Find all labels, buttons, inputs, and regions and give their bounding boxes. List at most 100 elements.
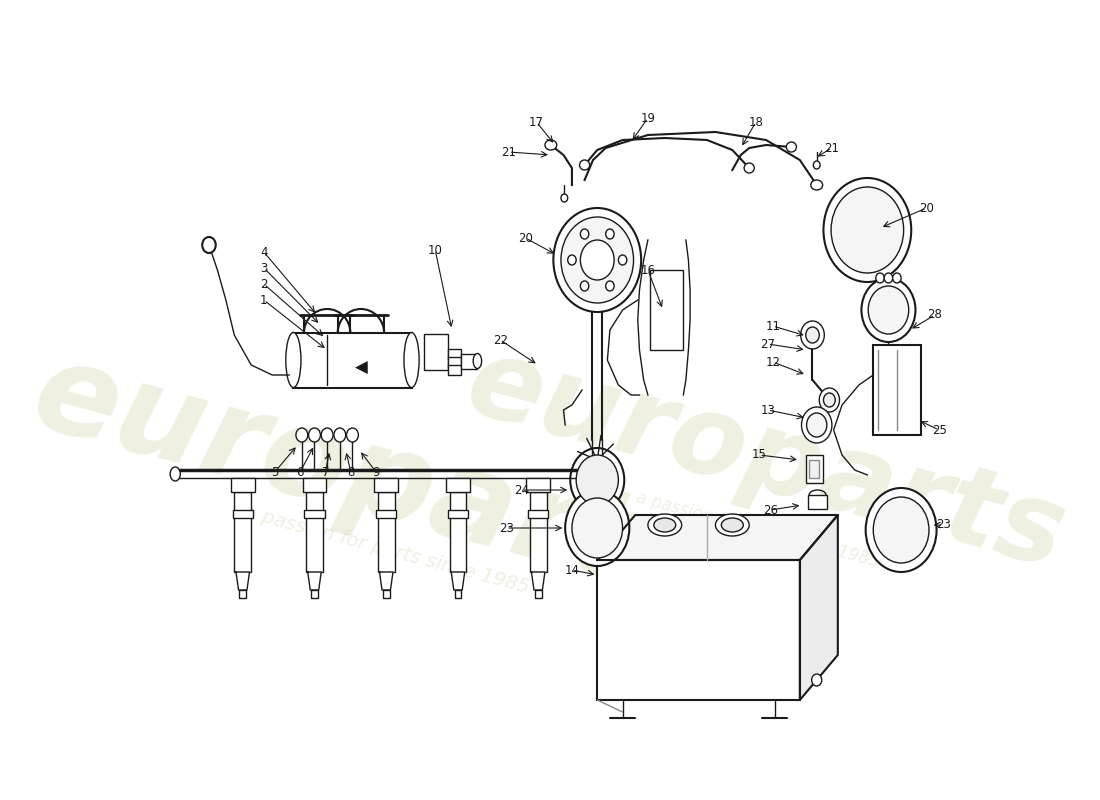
Text: 27: 27 [760, 338, 775, 350]
Ellipse shape [544, 140, 557, 150]
Circle shape [884, 273, 893, 283]
Ellipse shape [170, 467, 180, 481]
Text: 13: 13 [760, 403, 775, 417]
Circle shape [553, 208, 641, 312]
Polygon shape [597, 515, 838, 560]
Bar [461, 354, 477, 369]
Circle shape [568, 255, 576, 265]
Text: 17: 17 [529, 115, 544, 129]
Circle shape [321, 428, 333, 442]
Text: 22: 22 [493, 334, 508, 346]
Text: 7: 7 [321, 466, 329, 478]
Bar [448, 357, 461, 367]
Text: 25: 25 [932, 423, 946, 437]
Bar [448, 365, 461, 375]
Circle shape [832, 187, 904, 273]
Circle shape [812, 674, 822, 686]
Text: 4: 4 [260, 246, 267, 258]
Bar [448, 510, 469, 518]
Circle shape [581, 281, 589, 291]
Bar [240, 590, 246, 598]
Bar [597, 560, 800, 700]
Bar [376, 510, 396, 518]
Bar [454, 590, 461, 598]
Bar [805, 455, 823, 483]
Text: 16: 16 [640, 263, 656, 277]
Bar [535, 590, 541, 598]
Text: 20: 20 [518, 231, 532, 245]
Circle shape [893, 273, 901, 283]
Circle shape [570, 448, 625, 512]
Polygon shape [308, 572, 321, 590]
Polygon shape [236, 572, 250, 590]
Circle shape [606, 229, 614, 239]
Circle shape [805, 327, 820, 343]
Circle shape [806, 413, 827, 437]
Text: 11: 11 [766, 319, 780, 333]
Text: 24: 24 [514, 483, 529, 497]
Text: a passion for parts since 1985: a passion for parts since 1985 [242, 502, 531, 598]
Text: a passion for parts since 1985: a passion for parts since 1985 [634, 489, 881, 571]
Text: 18: 18 [748, 115, 763, 129]
Circle shape [202, 237, 216, 253]
Ellipse shape [580, 160, 590, 170]
Ellipse shape [404, 333, 419, 387]
Text: 10: 10 [428, 243, 442, 257]
Bar [650, 270, 683, 350]
Bar [528, 510, 548, 518]
Ellipse shape [653, 518, 675, 532]
Bar [374, 478, 398, 492]
Ellipse shape [722, 518, 744, 532]
Bar [448, 349, 461, 359]
Circle shape [866, 488, 936, 572]
Bar [808, 495, 827, 509]
Ellipse shape [786, 142, 796, 152]
Bar [302, 478, 327, 492]
Circle shape [820, 388, 839, 412]
Circle shape [873, 497, 930, 563]
Bar [425, 334, 448, 370]
Bar [450, 492, 466, 572]
Ellipse shape [473, 354, 482, 369]
Circle shape [802, 407, 832, 443]
Circle shape [606, 281, 614, 291]
Polygon shape [531, 572, 544, 590]
Circle shape [581, 229, 589, 239]
Text: 3: 3 [261, 262, 267, 274]
Text: 23: 23 [936, 518, 950, 531]
Polygon shape [379, 572, 393, 590]
Text: 2: 2 [260, 278, 267, 290]
Ellipse shape [744, 163, 755, 173]
Circle shape [334, 428, 345, 442]
Bar [234, 492, 251, 572]
Text: 14: 14 [564, 563, 580, 577]
Bar [311, 590, 318, 598]
Bar [530, 492, 547, 572]
Circle shape [861, 278, 915, 342]
Text: 5: 5 [271, 466, 278, 478]
Circle shape [296, 428, 308, 442]
Text: 23: 23 [498, 522, 514, 534]
Bar [527, 478, 550, 492]
Bar [305, 510, 324, 518]
Circle shape [309, 428, 320, 442]
Text: 12: 12 [766, 355, 780, 369]
Polygon shape [451, 572, 464, 590]
Ellipse shape [648, 514, 682, 536]
Text: europarts: europarts [20, 332, 718, 628]
Circle shape [618, 255, 627, 265]
Circle shape [824, 178, 911, 282]
Ellipse shape [286, 333, 301, 387]
Circle shape [346, 428, 359, 442]
Text: 21: 21 [502, 146, 516, 158]
Bar [306, 492, 323, 572]
Text: 6: 6 [296, 466, 304, 478]
Text: ◀: ◀ [354, 359, 367, 377]
Bar [377, 492, 395, 572]
Circle shape [576, 455, 618, 505]
Polygon shape [800, 515, 838, 700]
Bar [873, 345, 921, 435]
Text: 9: 9 [373, 466, 380, 478]
Bar [383, 590, 389, 598]
Circle shape [561, 194, 568, 202]
